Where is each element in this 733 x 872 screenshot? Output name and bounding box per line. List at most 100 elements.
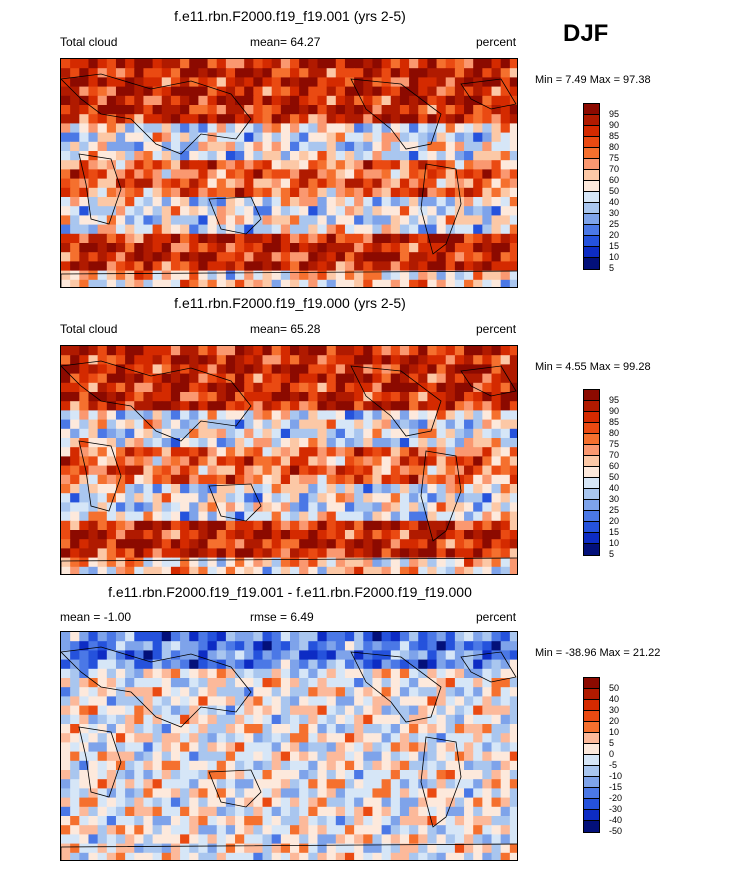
- field-cell: [189, 806, 199, 817]
- field-cell: [436, 520, 447, 531]
- field-cell: [180, 105, 190, 115]
- field-cell: [97, 114, 108, 124]
- field-cell: [207, 678, 218, 688]
- field-cell: [216, 825, 227, 835]
- field-cell: [326, 770, 337, 780]
- field-cell: [70, 539, 80, 549]
- field-cell: [134, 123, 145, 134]
- field-cell: [445, 59, 456, 69]
- colorbar-tick-label: 15: [609, 527, 620, 537]
- field-cell: [262, 843, 273, 854]
- field-cell: [271, 539, 282, 549]
- field-cell: [79, 187, 90, 198]
- field-cell: [134, 132, 145, 143]
- field-cell: [79, 364, 90, 375]
- field-cell: [381, 788, 392, 799]
- field-cell: [244, 252, 254, 262]
- field-cell: [189, 270, 199, 281]
- field-cell: [509, 465, 517, 476]
- field-cell: [427, 760, 438, 771]
- field-cell: [454, 68, 465, 78]
- field-cell: [418, 59, 428, 69]
- field-cell: [344, 224, 355, 235]
- field-cell: [134, 705, 145, 716]
- field-cell: [235, 742, 245, 753]
- field-cell: [244, 530, 254, 540]
- field-cell: [427, 493, 438, 503]
- field-cell: [445, 77, 456, 88]
- field-cell: [97, 206, 108, 216]
- field-cell: [125, 355, 135, 365]
- field-cell: [280, 252, 291, 262]
- field-cell: [290, 382, 300, 393]
- field-cell: [216, 724, 227, 734]
- field-cell: [473, 632, 483, 642]
- field-cell: [244, 493, 254, 503]
- field-cell: [409, 373, 419, 384]
- field-cell: [207, 770, 218, 780]
- field-cell: [125, 169, 135, 180]
- field-cell: [354, 160, 364, 170]
- field-cell: [189, 742, 199, 753]
- field-cell: [399, 243, 410, 253]
- field-cell: [216, 539, 227, 549]
- field-cell: [143, 355, 154, 365]
- field-cell: [299, 447, 309, 457]
- field-cell: [363, 484, 374, 494]
- field-cell: [445, 261, 456, 272]
- field-cell: [454, 641, 465, 651]
- field-cell: [235, 668, 245, 679]
- field-cell: [97, 77, 108, 88]
- field-cell: [262, 641, 273, 651]
- field-cell: [244, 151, 254, 161]
- field-cell: [381, 825, 392, 835]
- field-cell: [97, 641, 108, 651]
- field-cell: [106, 806, 117, 817]
- field-cell: [418, 696, 428, 707]
- field-cell: [418, 447, 428, 457]
- field-cell: [354, 779, 364, 789]
- field-cell: [106, 548, 117, 559]
- field-cell: [97, 261, 108, 272]
- field-cell: [189, 456, 199, 467]
- field-cell: [115, 668, 126, 679]
- field-cell: [372, 751, 383, 762]
- colorbar-swatch: [584, 766, 599, 777]
- field-cell: [491, 77, 502, 88]
- field-cell: [482, 530, 493, 540]
- field-cell: [70, 215, 80, 226]
- field-cell: [317, 187, 328, 198]
- field-cell: [399, 650, 410, 661]
- field-cell: [363, 852, 374, 860]
- field-cell: [115, 843, 126, 854]
- field-cell: [390, 346, 401, 356]
- field-cell: [198, 493, 209, 503]
- field-cell: [134, 86, 145, 97]
- coastline: [208, 196, 262, 235]
- field-cell: [418, 548, 428, 559]
- field-cell: [262, 566, 273, 574]
- field-cell: [344, 770, 355, 780]
- field-cell: [262, 95, 273, 106]
- field-cell: [244, 696, 254, 707]
- colorbar-swatch: [584, 214, 599, 225]
- field-cell: [161, 484, 172, 494]
- field-cell: [170, 474, 181, 485]
- field-cell: [436, 724, 447, 734]
- field-cell: [427, 364, 438, 375]
- field-cell: [97, 484, 108, 494]
- field-cell: [115, 86, 126, 97]
- field-cell: [363, 668, 374, 679]
- field-cell: [189, 770, 199, 780]
- field-cell: [491, 160, 502, 170]
- field-cell: [271, 641, 282, 651]
- field-cell: [253, 687, 264, 697]
- field-cell: [335, 197, 346, 207]
- field-cell: [464, 456, 474, 467]
- field-cell: [161, 678, 172, 688]
- field-cell: [335, 733, 346, 743]
- field-cell: [308, 382, 319, 393]
- field-cell: [473, 687, 483, 697]
- field-cell: [225, 641, 236, 651]
- field-cell: [372, 419, 383, 430]
